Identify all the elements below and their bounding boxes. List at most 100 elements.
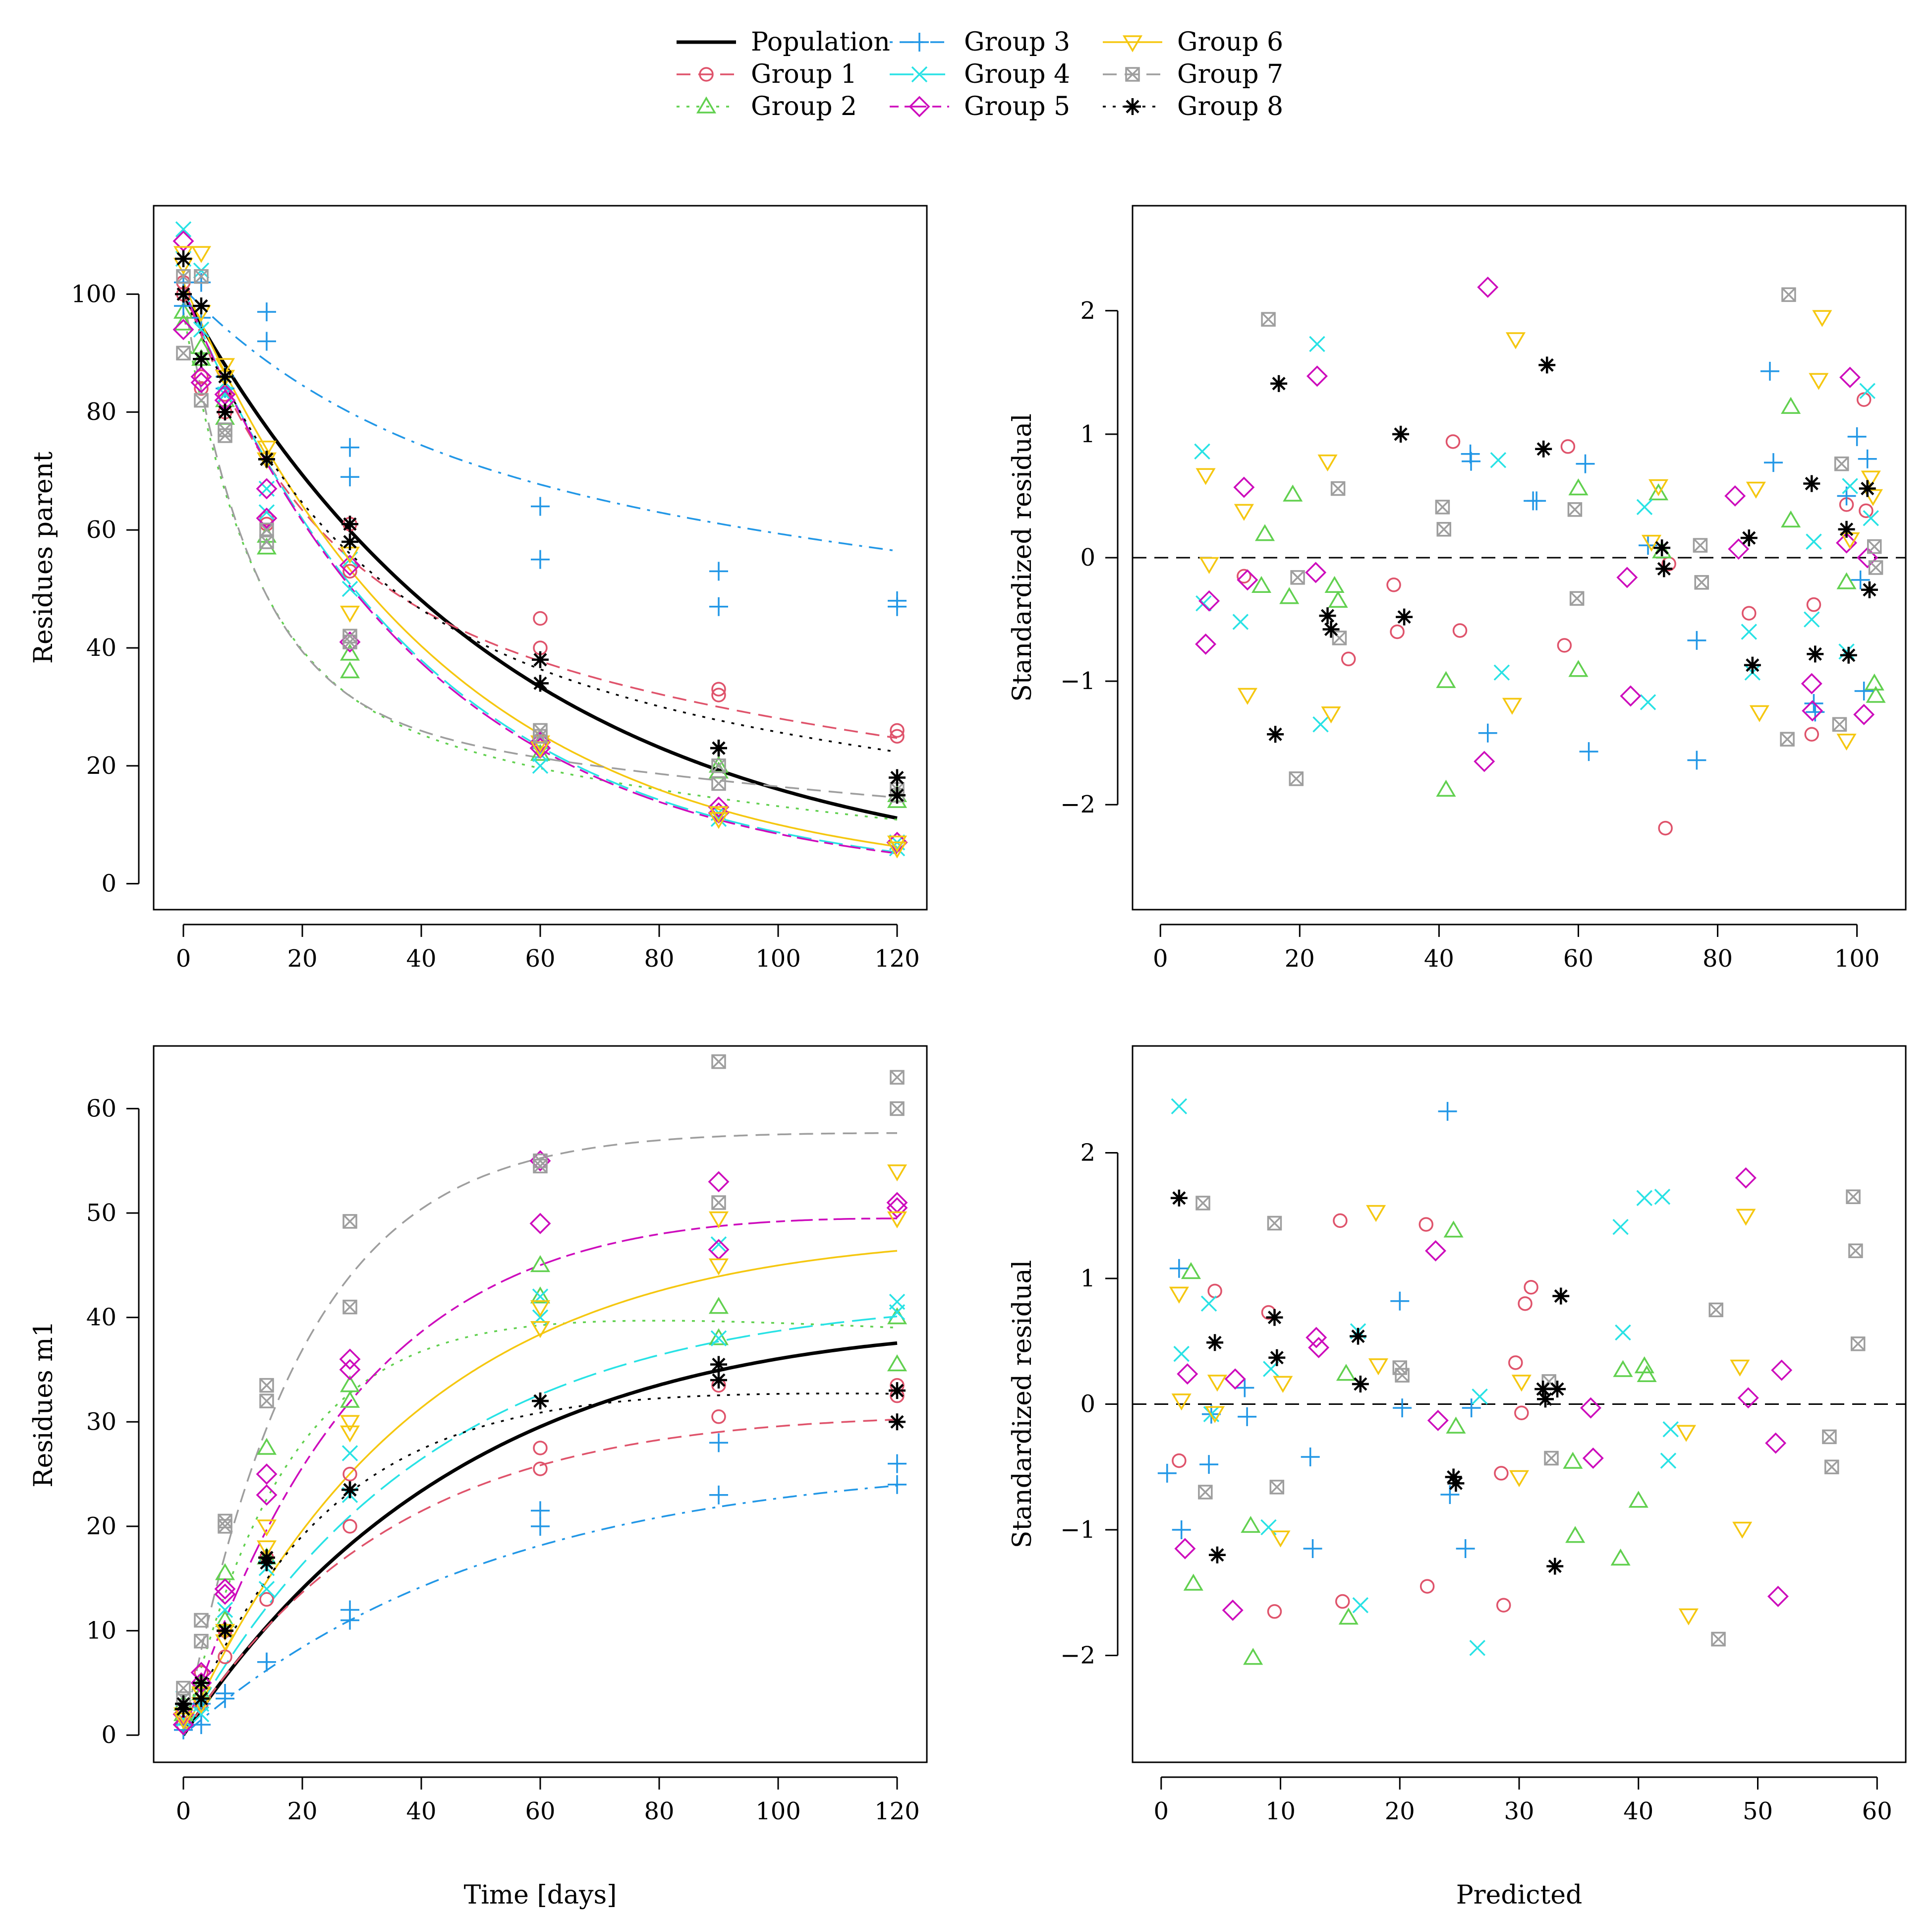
x-tick-label: 20 — [1285, 945, 1315, 973]
y-axis-label: Residues parent — [29, 452, 58, 664]
data-point — [1469, 1640, 1485, 1656]
data-point — [341, 438, 359, 457]
data-point — [709, 562, 728, 581]
data-point — [217, 1622, 233, 1639]
data-point — [708, 1171, 730, 1193]
fit-curve-group-8 — [182, 1392, 897, 1736]
data-point — [1420, 1579, 1435, 1594]
data-point — [530, 1255, 551, 1273]
data-point — [1620, 685, 1642, 707]
data-point — [1662, 1421, 1679, 1438]
data-point — [341, 1445, 358, 1461]
data-point — [1308, 1336, 1330, 1358]
data-point — [191, 246, 212, 263]
data-point — [530, 1321, 551, 1338]
data-point — [709, 1485, 728, 1505]
data-point — [192, 1715, 211, 1735]
data-point — [1732, 1521, 1753, 1539]
data-point — [194, 393, 209, 408]
data-point — [1616, 567, 1638, 588]
data-point — [1535, 440, 1552, 458]
x-tick-label: 100 — [755, 1797, 801, 1825]
data-point — [217, 1602, 233, 1618]
data-point — [1767, 1585, 1789, 1607]
data-point — [1303, 1539, 1322, 1559]
data-point — [1283, 484, 1303, 502]
data-point — [1368, 1358, 1388, 1376]
data-point — [1514, 1405, 1529, 1420]
data-point — [172, 1714, 194, 1736]
data-point — [1195, 468, 1216, 485]
data-point — [890, 1101, 905, 1116]
data-point — [190, 366, 212, 388]
data-point — [176, 346, 191, 361]
data-point — [257, 1652, 276, 1672]
x-tick-label: 0 — [1154, 1797, 1169, 1825]
data-point — [1452, 623, 1468, 638]
data-point — [1505, 332, 1526, 349]
data-point — [257, 332, 276, 351]
data-point — [193, 297, 210, 315]
data-point — [194, 381, 209, 396]
data-point — [1565, 1526, 1586, 1543]
data-point — [1859, 383, 1875, 399]
data-point — [710, 1372, 727, 1389]
data-point — [1824, 1459, 1839, 1475]
data-point — [1708, 1302, 1723, 1318]
data-point — [533, 611, 548, 626]
data-point — [1527, 491, 1546, 511]
data-point — [194, 269, 209, 284]
data-point — [709, 1433, 728, 1452]
data-point — [193, 321, 210, 338]
data-point — [1273, 1376, 1293, 1393]
data-point — [342, 1299, 357, 1315]
x-tick-label: 0 — [176, 1797, 191, 1825]
data-point — [1628, 1491, 1648, 1508]
data-point — [341, 580, 358, 597]
data-point — [888, 1454, 907, 1473]
data-point — [1569, 591, 1585, 606]
m1-fit-panel: 0 20 40 60 80 100 120 0 10 20 30 40 50 60 Residues m1 T… — [29, 1045, 928, 1910]
data-point — [888, 597, 907, 616]
data-point — [1436, 779, 1456, 797]
data-point — [1170, 1189, 1188, 1207]
data-point — [1648, 479, 1669, 496]
data-point — [342, 1466, 357, 1482]
x-tick-label: 40 — [406, 945, 436, 973]
data-point — [1846, 1189, 1861, 1204]
data-point — [256, 1519, 277, 1537]
y-tick-label: −2 — [1060, 1642, 1095, 1670]
data-point — [1658, 820, 1673, 836]
x-tick-label: 40 — [1424, 945, 1454, 973]
data-point — [1171, 1393, 1192, 1411]
data-point — [1749, 705, 1769, 722]
data-point — [172, 319, 194, 341]
data-point — [175, 1695, 192, 1713]
data-point — [532, 757, 549, 774]
data-point — [1735, 1167, 1757, 1189]
data-point — [1183, 1573, 1203, 1591]
x-axis-label: Predicted — [1456, 1880, 1583, 1910]
legend-entry: Group 1 — [677, 59, 857, 89]
data-point — [1652, 541, 1672, 559]
data-point — [532, 1392, 549, 1410]
y-tick-label: 1 — [1080, 420, 1095, 448]
data-point — [1868, 560, 1883, 575]
x-tick-label: 50 — [1743, 1797, 1773, 1825]
data-point — [1509, 1470, 1530, 1487]
data-point — [711, 758, 726, 773]
data-point — [1549, 1381, 1566, 1398]
data-point — [1746, 481, 1766, 499]
data-point — [1195, 633, 1217, 655]
data-point — [1612, 1218, 1629, 1235]
data-point — [1552, 1287, 1570, 1305]
data-point — [1546, 1558, 1564, 1575]
data-point — [711, 1195, 726, 1210]
data-point — [259, 1378, 274, 1393]
data-point — [1832, 717, 1847, 732]
data-point — [1267, 726, 1284, 743]
x-tick-label: 20 — [287, 945, 317, 973]
y-tick-label: 10 — [86, 1617, 116, 1645]
data-point — [1502, 697, 1523, 715]
data-point — [1392, 425, 1410, 443]
